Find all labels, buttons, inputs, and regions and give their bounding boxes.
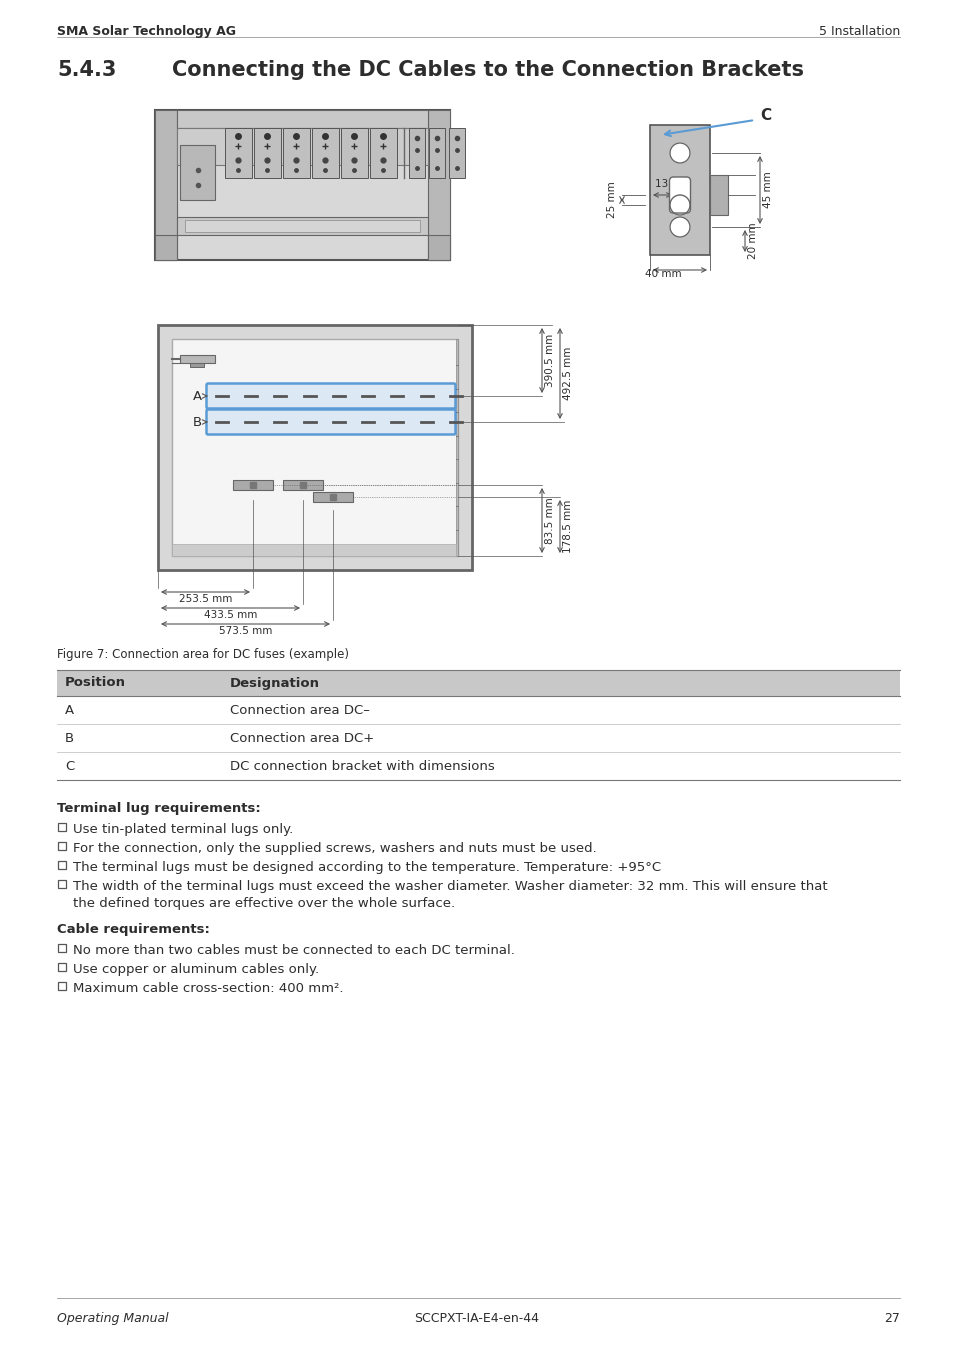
Bar	[409, 128, 424, 178]
Bar	[177, 109, 428, 128]
Circle shape	[669, 143, 689, 163]
Text: A: A	[193, 390, 202, 402]
Text: 253.5 mm: 253.5 mm	[178, 594, 232, 603]
Text: Connection area DC+: Connection area DC+	[230, 732, 374, 744]
Bar	[177, 217, 428, 235]
Bar	[154, 109, 450, 261]
Bar	[172, 339, 457, 556]
Text: Designation: Designation	[230, 676, 319, 690]
Text: 45 mm: 45 mm	[762, 171, 772, 208]
Bar	[58, 944, 66, 952]
Text: For the connection, only the supplied screws, washers and nuts must be used.: For the connection, only the supplied sc…	[73, 842, 597, 855]
Bar	[57, 724, 899, 752]
Text: Connecting the DC Cables to the Connection Brackets: Connecting the DC Cables to the Connecti…	[172, 59, 803, 80]
Circle shape	[669, 217, 689, 238]
Bar	[225, 128, 252, 178]
Bar	[456, 339, 457, 556]
Text: 573.5 mm: 573.5 mm	[218, 626, 272, 636]
Bar	[340, 128, 368, 178]
Text: C: C	[760, 108, 770, 123]
Text: 178.5 mm: 178.5 mm	[562, 500, 573, 554]
Text: 40 mm: 40 mm	[644, 269, 680, 279]
Bar	[428, 109, 450, 261]
Bar	[312, 128, 338, 178]
Text: The terminal lugs must be designed according to the temperature. Temperature: +9: The terminal lugs must be designed accor…	[73, 861, 660, 873]
Bar	[429, 128, 444, 178]
Bar	[154, 109, 177, 261]
Circle shape	[669, 194, 689, 215]
Bar	[180, 355, 214, 363]
FancyBboxPatch shape	[206, 383, 455, 409]
Text: C: C	[65, 760, 74, 772]
Bar	[58, 861, 66, 869]
Bar	[283, 128, 310, 178]
Text: 25 mm: 25 mm	[606, 182, 617, 219]
Bar	[177, 128, 428, 165]
Text: No more than two cables must be connected to each DC terminal.: No more than two cables must be connecte…	[73, 944, 515, 957]
Text: Cable requirements:: Cable requirements:	[57, 923, 210, 936]
Text: Use tin-plated terminal lugs only.: Use tin-plated terminal lugs only.	[73, 824, 293, 836]
Bar	[58, 824, 66, 832]
Text: 433.5 mm: 433.5 mm	[204, 610, 257, 620]
Text: DC connection bracket with dimensions: DC connection bracket with dimensions	[230, 760, 495, 772]
Bar	[190, 363, 204, 367]
Text: 83.5 mm: 83.5 mm	[544, 497, 555, 544]
Bar	[58, 880, 66, 888]
Text: 492.5 mm: 492.5 mm	[562, 347, 573, 400]
Text: SMA Solar Technology AG: SMA Solar Technology AG	[57, 26, 235, 38]
Text: 27: 27	[883, 1312, 899, 1324]
Bar	[233, 481, 273, 490]
Text: The width of the terminal lugs must exceed the washer diameter. Washer diameter:: The width of the terminal lugs must exce…	[73, 880, 827, 892]
Text: Operating Manual: Operating Manual	[57, 1312, 169, 1324]
Bar	[57, 670, 899, 697]
Bar	[57, 697, 899, 724]
Text: Figure 7: Connection area for DC fuses (example): Figure 7: Connection area for DC fuses (…	[57, 648, 349, 662]
Bar	[370, 128, 396, 178]
Bar	[158, 325, 472, 570]
Bar	[449, 128, 464, 178]
Text: 5.4.3: 5.4.3	[57, 59, 116, 80]
Bar	[154, 235, 177, 261]
Text: A: A	[65, 703, 74, 717]
Text: 390.5 mm: 390.5 mm	[544, 333, 555, 387]
Text: 13 mm: 13 mm	[655, 180, 691, 189]
Text: 20 mm: 20 mm	[747, 223, 758, 259]
Text: Position: Position	[65, 676, 126, 690]
Text: the defined torques are effective over the whole surface.: the defined torques are effective over t…	[73, 896, 455, 910]
FancyBboxPatch shape	[206, 409, 455, 435]
Text: SCCPXT-IA-E4-en-44: SCCPXT-IA-E4-en-44	[414, 1312, 539, 1324]
Bar	[172, 544, 456, 556]
Text: Connection area DC–: Connection area DC–	[230, 703, 370, 717]
Bar	[180, 144, 214, 200]
FancyBboxPatch shape	[669, 177, 690, 213]
Bar	[58, 842, 66, 850]
Text: B: B	[193, 416, 202, 428]
Bar	[649, 126, 709, 255]
Text: Use copper or aluminum cables only.: Use copper or aluminum cables only.	[73, 963, 319, 976]
Bar	[185, 220, 419, 232]
Text: Maximum cable cross-section: 400 mm².: Maximum cable cross-section: 400 mm².	[73, 981, 343, 995]
Text: B: B	[65, 732, 74, 744]
Bar	[57, 752, 899, 780]
Bar	[283, 481, 323, 490]
Text: Terminal lug requirements:: Terminal lug requirements:	[57, 802, 260, 815]
Bar	[709, 176, 727, 215]
Bar	[313, 491, 353, 502]
Bar	[253, 128, 281, 178]
Bar	[58, 981, 66, 990]
Bar	[58, 963, 66, 971]
Text: 5 Installation: 5 Installation	[818, 26, 899, 38]
Bar	[428, 235, 450, 261]
